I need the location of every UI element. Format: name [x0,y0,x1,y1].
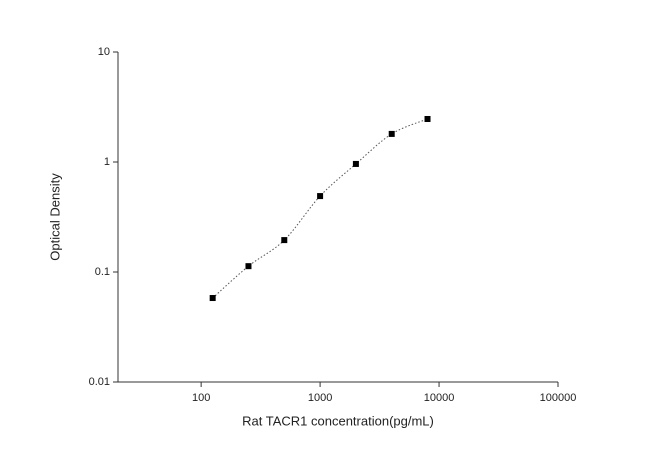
y-tick-label: 1 [104,156,110,168]
x-tick-label: 100000 [540,392,577,404]
data-point [352,160,359,167]
data-point [245,263,252,270]
x-tick-label: 1000 [308,392,332,404]
x-axis-label: Rat TACR1 concentration(pg/mL) [242,413,434,428]
x-tick-label: 10000 [424,392,455,404]
y-axis-label: Optical Density [47,173,62,261]
y-tick-label: 10 [98,46,110,58]
y-tick-label: 0.01 [89,376,110,388]
x-tick-label: 100 [192,392,210,404]
fit-curve [212,118,428,299]
data-point [281,237,288,244]
data-point [424,115,431,122]
data-point [317,193,324,200]
y-tick-label: 0.1 [95,266,110,278]
data-point [388,130,395,137]
data-point [209,295,216,302]
